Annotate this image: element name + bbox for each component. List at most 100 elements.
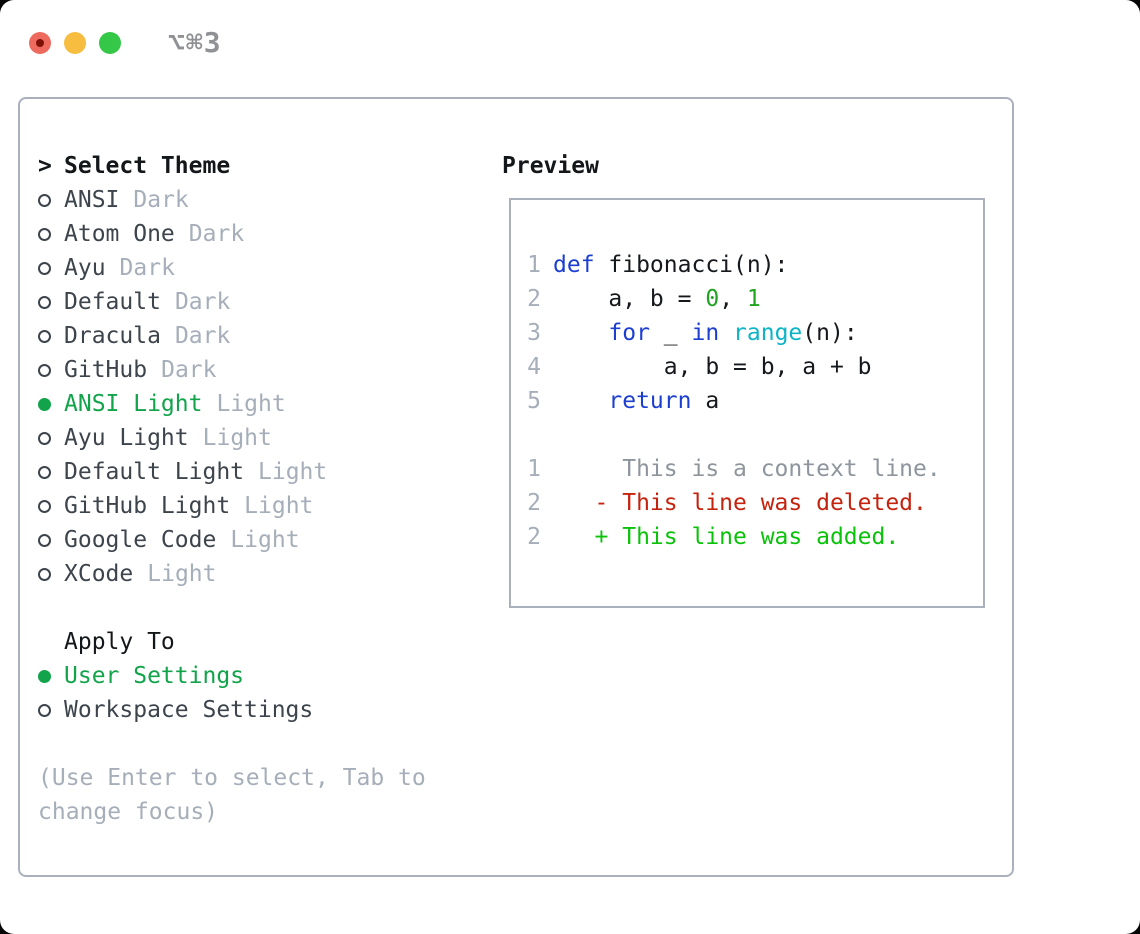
theme-variant-badge: Dark [188,221,245,247]
radio-icon [38,703,51,717]
theme-option-google-code[interactable]: Google Code Light [38,523,502,557]
theme-option-github-light[interactable]: GitHub Light Light [38,489,502,523]
help-text: (Use Enter to select, Tab to change focu… [38,765,426,825]
radio-icon [38,533,51,547]
modified-dot-icon [36,38,44,47]
token-def: (n): [802,320,858,346]
code-line: 4 a, b = b, a + b [521,350,983,384]
theme-name: Default [64,289,161,315]
theme-option-github[interactable]: GitHub Dark [38,353,502,387]
token-def: , [719,286,747,312]
theme-option-ayu-light[interactable]: Ayu Light Light [38,421,502,455]
line-number: 4 [527,354,541,380]
token-def [553,388,608,414]
code-line: 5 return a [521,384,983,418]
theme-name: Atom One [64,221,175,247]
radio-selected-icon [38,669,51,683]
theme-variant-badge: Light [202,425,272,451]
token-def: _ [649,320,692,346]
token-num: 0 [705,286,720,312]
theme-name: ANSI [64,187,120,213]
theme-option-default[interactable]: Default Dark [38,285,502,319]
theme-variant-badge: Light [258,459,328,485]
theme-name: XCode [64,561,134,587]
zoom-button[interactable] [99,31,121,54]
select-theme-label: Select Theme [64,153,231,179]
preview-label: Preview [502,153,599,179]
theme-list-column: > Select Theme ANSI Dark Atom One Dark Ayu Da… [38,149,502,875]
titlebar: ⌥⌘3 [29,26,222,59]
diff-line-add: 2 + This line was added. [521,520,983,554]
theme-variant-badge: Dark [133,187,189,213]
theme-option-default-light[interactable]: Default Light Light [38,455,502,489]
theme-option-xcode[interactable]: XCode Light [38,557,502,591]
token-kw: return [608,388,692,414]
radio-icon [38,227,51,241]
token-def: fibonacci(n): [594,252,789,278]
line-number: 3 [527,320,541,346]
theme-list: ANSI Dark Atom One Dark Ayu Dark Default Dark Dr… [38,183,502,591]
radio-icon [38,431,51,445]
line-number: 2 [527,286,541,312]
code-content: a, b = 0, 1 [553,282,761,316]
apply-to-header: Apply To [38,625,502,659]
radio-icon [38,363,51,377]
token-def [553,320,608,346]
theme-option-ayu[interactable]: Ayu Dark [38,251,502,285]
code-line: 3 for _ in range(n): [521,316,983,350]
apply-option-workspace-settings[interactable]: Workspace Settings [38,693,502,727]
code-content: for _ in range(n): [553,316,858,350]
diff-preview: 1 This is a context line. 2 - This line w… [521,452,983,554]
apply-option-label: User Settings [64,663,245,689]
spacer [38,591,502,625]
token-def [719,320,733,346]
diff-content: - This line was deleted. [553,490,927,516]
token-kw: for [608,320,650,346]
diff-line-del: 2 - This line was deleted. [521,486,983,520]
line-number: 1 [527,456,541,482]
theme-name: GitHub [64,357,148,383]
token-num: 1 [746,286,761,312]
token-fn: range [733,320,803,346]
theme-variant-badge: Light [216,391,286,417]
radio-icon [38,193,51,207]
theme-variant-badge: Dark [119,255,175,281]
theme-name: Default Light [64,459,245,485]
diff-line-ctx: 1 This is a context line. [521,452,983,486]
theme-variant-badge: Light [244,493,314,519]
diff-content: + This line was added. [553,524,900,550]
theme-variant-badge: Dark [174,323,231,349]
apply-option-user-settings[interactable]: User Settings [38,659,502,693]
token-def: a, b = b, a + b [553,354,872,380]
theme-option-ansi[interactable]: ANSI Dark [38,183,502,217]
prompt-icon: > [38,153,52,179]
minimize-button[interactable] [64,31,86,54]
token-def: a [691,388,720,414]
theme-option-dracula[interactable]: Dracula Dark [38,319,502,353]
window-title: ⌥⌘3 [168,26,222,59]
token-kw: in [691,320,720,346]
theme-variant-badge: Dark [161,357,217,383]
theme-name: GitHub Light [64,493,231,519]
close-button[interactable] [29,31,51,54]
line-number: 2 [527,490,541,516]
line-number: 1 [527,252,541,278]
theme-name: Dracula [64,323,161,349]
theme-name: Ayu Light [64,425,189,451]
theme-name: ANSI Light [64,391,203,417]
theme-variant-badge: Dark [174,289,231,315]
theme-option-ansi-light[interactable]: ANSI Light Light [38,387,502,421]
radio-icon [38,465,51,479]
radio-selected-icon [38,397,51,411]
token-kw: def [553,252,595,278]
radio-icon [38,261,51,275]
theme-option-atom-one[interactable]: Atom One Dark [38,217,502,251]
line-number: 5 [527,388,541,414]
line-number: 2 [527,524,541,550]
radio-icon [38,329,51,343]
radio-icon [38,295,51,309]
